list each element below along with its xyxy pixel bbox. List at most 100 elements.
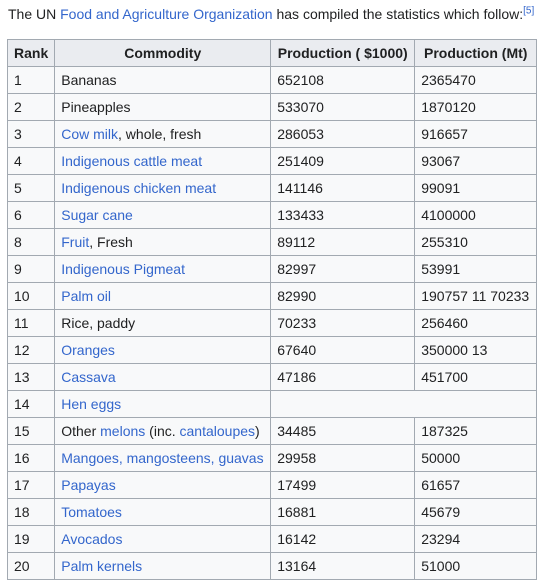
commodity-link[interactable]: Indigenous cattle meat xyxy=(61,153,203,169)
production-table: Rank Commodity Production ( $1000) Produ… xyxy=(6,39,538,580)
cell-production-value: 34485 xyxy=(270,417,416,445)
commodity-link[interactable]: Avocados xyxy=(61,531,123,547)
cell-production-value: 13164 xyxy=(270,552,416,580)
cell-production-mt: 350000 13 xyxy=(414,336,538,364)
table-row: 15 Other melons (inc. cantaloupes) 34485 18… xyxy=(6,417,538,445)
cell-production-mt: 187325 xyxy=(414,417,538,445)
table-header-row: Rank Commodity Production ( $1000) Produ… xyxy=(6,39,538,67)
cell-commodity: Indigenous chicken meat xyxy=(54,174,272,202)
cell-rank: 3 xyxy=(6,120,56,148)
commodity-link[interactable]: Mangoes, mangosteens, guavas xyxy=(61,450,264,466)
cell-production-mt: 916657 xyxy=(414,120,538,148)
cell-production-mt: 53991 xyxy=(414,255,538,283)
cell-production-mt: 1870120 xyxy=(414,93,538,121)
cell-production-mt: 451700 xyxy=(414,363,538,391)
cell-rank: 15 xyxy=(6,417,56,445)
cell-commodity: Indigenous Pigmeat xyxy=(54,255,272,283)
commodity-link[interactable]: Cow milk xyxy=(61,126,119,142)
cell-rank: 16 xyxy=(6,444,56,472)
table-row: 2 Pineapples 533070 1870120 xyxy=(6,93,538,121)
header-production-value: Production ( $1000) xyxy=(270,39,416,67)
table-row: 8 Fruit, Fresh 89112 255310 xyxy=(6,228,538,256)
table-body: 1 Bananas 652108 2365470 2 Pineapples 533070 18… xyxy=(6,66,538,580)
cell-rank: 20 xyxy=(6,552,56,580)
cell-rank: 12 xyxy=(6,336,56,364)
table-row: 12 Oranges 67640 350000 13 xyxy=(6,336,538,364)
table-row: 17 Papayas 17499 61657 xyxy=(6,471,538,499)
table-row: 11 Rice, paddy 70233 256460 xyxy=(6,309,538,337)
table-row: 16 Mangoes, mangosteens, guavas 29958 50000 xyxy=(6,444,538,472)
cell-production-value: 82990 xyxy=(270,282,416,310)
commodity-link[interactable]: Fruit xyxy=(61,234,90,250)
cell-commodity: Other melons (inc. cantaloupes) xyxy=(54,417,272,445)
table-row: 14 Hen eggs xyxy=(6,390,538,418)
cell-empty-merged xyxy=(270,390,538,418)
cell-commodity: Palm kernels xyxy=(54,552,272,580)
reference-link[interactable]: [5] xyxy=(523,5,535,17)
cell-commodity: Avocados xyxy=(54,525,272,553)
cell-production-value: 16881 xyxy=(270,498,416,526)
cell-production-value: 89112 xyxy=(270,228,416,256)
cell-rank: 14 xyxy=(6,390,56,418)
commodity-link[interactable]: Cassava xyxy=(61,369,116,385)
cell-commodity: Hen eggs xyxy=(54,390,272,418)
cell-production-mt: 255310 xyxy=(414,228,538,256)
cell-production-value: 251409 xyxy=(270,147,416,175)
cell-production-mt: 4100000 xyxy=(414,201,538,229)
cell-commodity: Papayas xyxy=(54,471,272,499)
cell-commodity: Oranges xyxy=(54,336,272,364)
cell-production-value: 82997 xyxy=(270,255,416,283)
cell-rank: 17 xyxy=(6,471,56,499)
cell-rank: 9 xyxy=(6,255,56,283)
cell-production-mt: 256460 xyxy=(414,309,538,337)
cell-rank: 5 xyxy=(6,174,56,202)
cell-production-value: 29958 xyxy=(270,444,416,472)
cell-production-mt: 93067 xyxy=(414,147,538,175)
cell-rank: 11 xyxy=(6,309,56,337)
intro-suffix: has compiled the statistics which follow… xyxy=(272,6,524,22)
commodity-link[interactable]: Indigenous Pigmeat xyxy=(61,261,185,277)
table-row: 20 Palm kernels 13164 51000 xyxy=(6,552,538,580)
commodity-link[interactable]: Palm kernels xyxy=(61,558,143,574)
cell-production-value: 67640 xyxy=(270,336,416,364)
commodity-link[interactable]: cantaloupes xyxy=(179,423,256,439)
cell-rank: 6 xyxy=(6,201,56,229)
cell-commodity: Indigenous cattle meat xyxy=(54,147,272,175)
header-production-mt: Production (Mt) xyxy=(414,39,538,67)
cell-rank: 18 xyxy=(6,498,56,526)
cell-production-value: 16142 xyxy=(270,525,416,553)
cell-commodity: Bananas xyxy=(54,66,272,94)
cell-commodity: Tomatoes xyxy=(54,498,272,526)
cell-production-mt: 23294 xyxy=(414,525,538,553)
fao-link[interactable]: Food and Agriculture Organization xyxy=(60,6,273,22)
commodity-link[interactable]: Oranges xyxy=(61,342,115,358)
cell-commodity: Pineapples xyxy=(54,93,272,121)
cell-commodity: Rice, paddy xyxy=(54,309,272,337)
table-row: 1 Bananas 652108 2365470 xyxy=(6,66,538,94)
commodity-text: , Fresh xyxy=(89,234,133,250)
commodity-link[interactable]: Hen eggs xyxy=(61,396,122,412)
table-row: 10 Palm oil 82990 190757 11 70233 xyxy=(6,282,538,310)
cell-production-mt: 61657 xyxy=(414,471,538,499)
commodity-link[interactable]: Tomatoes xyxy=(61,504,122,520)
cell-production-mt: 190757 11 70233 xyxy=(414,282,538,310)
cell-production-value: 286053 xyxy=(270,120,416,148)
commodity-link[interactable]: Papayas xyxy=(61,477,116,493)
commodity-link[interactable]: melons xyxy=(100,423,146,439)
cell-rank: 10 xyxy=(6,282,56,310)
cell-commodity: Fruit, Fresh xyxy=(54,228,272,256)
commodity-link[interactable]: Sugar cane xyxy=(61,207,133,223)
header-rank: Rank xyxy=(6,39,56,67)
commodity-link[interactable]: Indigenous chicken meat xyxy=(61,180,217,196)
commodity-text: ) xyxy=(255,423,260,439)
cell-production-mt: 2365470 xyxy=(414,66,538,94)
cell-production-mt: 51000 xyxy=(414,552,538,580)
cell-commodity: Palm oil xyxy=(54,282,272,310)
cell-production-value: 47186 xyxy=(270,363,416,391)
cell-commodity: Cow milk, whole, fresh xyxy=(54,120,272,148)
cell-production-value: 533070 xyxy=(270,93,416,121)
intro-paragraph: The UN Food and Agriculture Organization… xyxy=(8,4,548,24)
cell-commodity: Mangoes, mangosteens, guavas xyxy=(54,444,272,472)
table-row: 6 Sugar cane 133433 4100000 xyxy=(6,201,538,229)
commodity-link[interactable]: Palm oil xyxy=(61,288,112,304)
